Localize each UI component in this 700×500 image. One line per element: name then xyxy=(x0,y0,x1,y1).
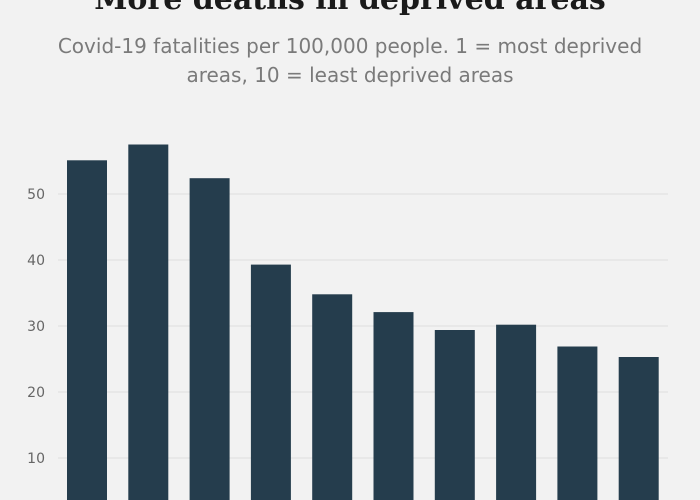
chart-title: More deaths in deprived areas xyxy=(0,0,700,18)
bar-8 xyxy=(496,324,537,500)
bar-5 xyxy=(312,294,353,500)
bar-10 xyxy=(618,357,659,500)
bar-7 xyxy=(434,330,475,500)
y-tick-label: 10 xyxy=(27,451,45,467)
y-tick-label: 50 xyxy=(27,187,45,203)
y-tick-label: 40 xyxy=(27,253,45,269)
chart-subtitle: Covid-19 fatalities per 100,000 people. … xyxy=(0,32,700,90)
bar-3 xyxy=(189,178,230,500)
chart-subtitle-line-2: areas, 10 = least deprived areas xyxy=(186,63,514,87)
y-axis: 10 20 30 40 50 xyxy=(27,187,45,467)
bar-4 xyxy=(250,264,291,500)
bar-6 xyxy=(373,312,414,500)
bar-layer xyxy=(67,144,659,500)
y-tick-label: 20 xyxy=(27,385,45,401)
bar-1 xyxy=(67,160,107,500)
y-tick-label: 30 xyxy=(27,319,45,335)
chart-subtitle-line-1: Covid-19 fatalities per 100,000 people. … xyxy=(57,34,643,58)
bar-2 xyxy=(128,144,169,500)
bar-9 xyxy=(557,346,598,500)
